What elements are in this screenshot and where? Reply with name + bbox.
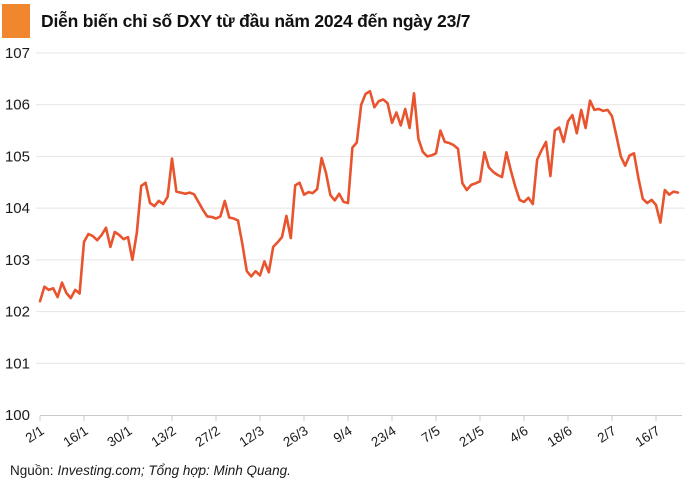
y-axis-label: 101 (5, 355, 30, 372)
y-axis-label: 100 (5, 407, 30, 424)
y-axis-label: 107 (5, 45, 30, 62)
x-tick-label: 23/4 (368, 423, 399, 450)
x-tick-label: 26/3 (280, 423, 310, 450)
x-tick-label: 16/7 (632, 423, 662, 450)
x-tick-label: 7/5 (419, 423, 443, 446)
y-axis-label: 106 (5, 97, 30, 114)
x-tick-label: 21/5 (456, 423, 486, 450)
source-note: Nguồn: Investing.com; Tổng hợp: Minh Quan… (10, 463, 291, 478)
x-tick-label: 2/1 (23, 423, 47, 446)
page-title: Diễn biến chỉ số DXY từ đầu năm 2024 đến… (41, 10, 471, 31)
x-tick-label: 12/3 (236, 423, 266, 450)
x-tick-label: 13/2 (148, 423, 178, 450)
y-axis-label: 103 (5, 252, 30, 269)
x-tick-label: 16/1 (60, 423, 90, 450)
source-text: Investing.com; Tổng hợp: Minh Quang. (57, 463, 291, 478)
accent-square-icon (2, 4, 30, 38)
chart-header: Diễn biến chỉ số DXY từ đầu năm 2024 đến… (2, 4, 470, 38)
y-axis-label: 105 (5, 148, 30, 165)
y-axis-label: 104 (5, 200, 30, 217)
y-axis-label: 102 (5, 304, 30, 321)
x-tick-label: 9/4 (331, 423, 355, 446)
dxy-line-series (38, 90, 680, 303)
x-tick-label: 27/2 (192, 423, 222, 450)
dxy-line-chart: 100 101 102 103 104 105 106 107 2/1 16/1 30/1 13/2 2… (5, 45, 685, 450)
source-label: Nguồn: (10, 463, 54, 478)
x-tick-label: 18/6 (544, 423, 574, 450)
x-tick-label: 30/1 (104, 423, 134, 450)
x-tick-label: 4/6 (507, 423, 531, 446)
x-tick-label: 2/7 (595, 423, 619, 446)
